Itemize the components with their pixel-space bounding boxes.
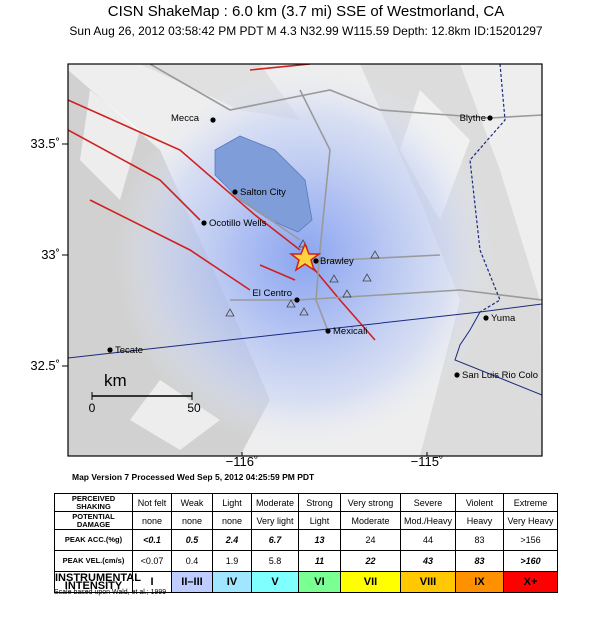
table-cell: none (171, 511, 213, 530)
table-cell: VI (298, 571, 341, 593)
table-cell: <0.1 (132, 529, 172, 551)
table-cell: 83 (455, 529, 504, 551)
table-cell: Moderate (340, 511, 401, 530)
subtitle: Sun Aug 26, 2012 03:58:42 PM PDT M 4.3 N… (69, 24, 543, 38)
table-cell: Heavy (455, 511, 504, 530)
table-cell: 5.8 (251, 550, 299, 572)
table-cell: Light (212, 493, 252, 512)
table-cell: I (132, 571, 172, 593)
scale-label: 0 (89, 401, 96, 415)
table-cell: IX (455, 571, 504, 593)
place-label: Yuma (491, 313, 516, 324)
table-cell: 24 (340, 529, 401, 551)
table-cell: 11 (298, 550, 341, 572)
scale-bar: km 0 50 (89, 371, 201, 415)
place-marker (483, 315, 489, 321)
table-cell: V (251, 571, 299, 593)
row-header: PEAK VEL.(cm/s) (54, 550, 133, 572)
lat-label: 32.5˚ (30, 358, 60, 373)
table-cell: IV (212, 571, 252, 593)
place-label: Mexicali (333, 326, 367, 337)
map-area: Mecca Blythe Salton City Ocotillo Wells Braw… (68, 64, 542, 456)
table-cell: Very Heavy (503, 511, 558, 530)
table-cell: 0.4 (171, 550, 213, 572)
place-marker (201, 220, 207, 226)
table-cell: VII (340, 571, 401, 593)
table-cell: 13 (298, 529, 341, 551)
place-label: Blythe (460, 113, 486, 124)
table-cell: Violent (455, 493, 504, 512)
place-marker (313, 258, 319, 264)
intensity-scale-table: PERCEIVED SHAKING Not felt Weak Light Modera… (54, 493, 558, 593)
place-marker (210, 117, 216, 123)
table-cell: Weak (171, 493, 213, 512)
footnote: Scale based upon Wald, et al.; 1999 (54, 589, 167, 596)
table-cell: 43 (400, 550, 456, 572)
table-cell: Not felt (132, 493, 172, 512)
lon-label: −116˚ (226, 454, 259, 469)
table-cell: Moderate (251, 493, 299, 512)
place-marker (325, 328, 331, 334)
table-row: PERCEIVED SHAKING Not felt Weak Light Modera… (54, 493, 558, 512)
place-marker (107, 347, 113, 353)
table-cell: X+ (503, 571, 558, 593)
map-figure: CISN ShakeMap : 6.0 km (3.7 mi) SSE of W… (30, 3, 543, 482)
place-label: Tecate (115, 345, 143, 356)
place-label: Mecca (171, 113, 200, 124)
table-cell: Light (298, 511, 341, 530)
map-version: Map Version 7 Processed Wed Sep 5, 2012 … (72, 472, 315, 482)
table-cell: <0.07 (132, 550, 172, 572)
scale-unit: km (104, 371, 127, 390)
table-cell: Extreme (503, 493, 558, 512)
row-header: PEAK ACC.(%g) (54, 529, 133, 551)
table-row: POTENTIAL DAMAGE none none none Very light Li… (54, 511, 558, 530)
place-label: Salton City (240, 187, 286, 198)
lat-label: 33˚ (41, 247, 60, 262)
table-cell: Very light (251, 511, 299, 530)
lat-label: 33.5˚ (30, 136, 60, 151)
place-marker (454, 372, 460, 378)
table-row: PEAK ACC.(%g) <0.1 0.5 2.4 6.7 13 24 44 83 >156 (54, 529, 558, 551)
place-marker (294, 297, 300, 303)
place-label: Brawley (320, 256, 354, 267)
table-cell: >160 (503, 550, 558, 572)
table-cell: 2.4 (212, 529, 252, 551)
place-marker (232, 189, 238, 195)
table-cell: Strong (298, 493, 341, 512)
table-cell: Mod./Heavy (400, 511, 456, 530)
table-cell: II–III (171, 571, 213, 593)
table-cell: Severe (400, 493, 456, 512)
table-cell: 1.9 (212, 550, 252, 572)
title: CISN ShakeMap : 6.0 km (3.7 mi) SSE of W… (108, 3, 505, 20)
table-cell: 83 (455, 550, 504, 572)
table-row: PEAK VEL.(cm/s) <0.07 0.4 1.9 5.8 11 22 43 83 >16… (54, 550, 558, 572)
table-cell: 44 (400, 529, 456, 551)
scale-label: 50 (187, 401, 201, 415)
table-cell: VIII (400, 571, 456, 593)
place-label: El Centro (252, 288, 292, 299)
lon-label: −115˚ (411, 454, 444, 469)
table-cell: 22 (340, 550, 401, 572)
table-row: INSTRUMENTAL INTENSITY I II–III IV V VI VII VII… (54, 571, 558, 593)
table-cell: none (132, 511, 172, 530)
table-cell: 0.5 (171, 529, 213, 551)
row-header: POTENTIAL DAMAGE (54, 511, 133, 530)
row-header: PERCEIVED SHAKING (54, 493, 133, 512)
table-cell: 6.7 (251, 529, 299, 551)
table-cell: >156 (503, 529, 558, 551)
table-cell: none (212, 511, 252, 530)
row-header: INSTRUMENTAL INTENSITY (54, 571, 141, 593)
place-label: San Luis Rio Colo (462, 370, 538, 381)
place-label: Ocotillo Wells (209, 218, 267, 229)
place-marker (487, 115, 493, 121)
table-cell: Very strong (340, 493, 401, 512)
